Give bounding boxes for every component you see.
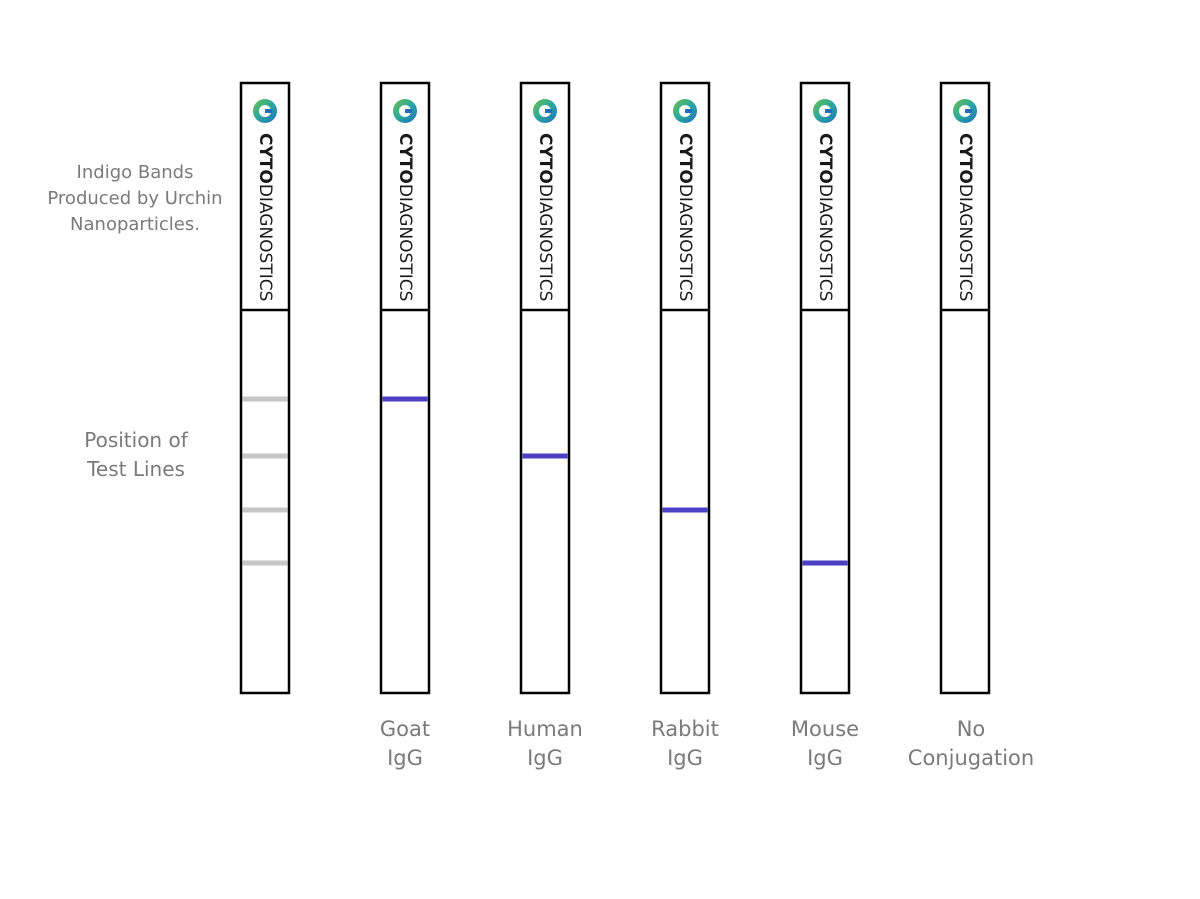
test-strip: CYTODIAGNOSTICS: [659, 81, 711, 695]
test-line: [242, 507, 288, 513]
test-line: [242, 560, 288, 566]
logo-suffix: DIAGNOSTICS: [815, 184, 835, 302]
logo-icon-cut: [545, 109, 552, 113]
test-strip: CYTODIAGNOSTICS: [379, 81, 431, 695]
strip-label: Rabbit: [651, 717, 719, 741]
test-line: [522, 453, 568, 459]
strip-label: IgG: [667, 746, 703, 770]
logo-icon-cut: [265, 109, 272, 113]
strip-label: Human: [507, 717, 583, 741]
logo-brand: CYTO: [955, 133, 975, 184]
logo-brand: CYTO: [395, 133, 415, 184]
test-line: [242, 453, 288, 459]
note-line: Indigo Bands: [77, 162, 194, 183]
logo-icon-cut: [405, 109, 412, 113]
logo-brand: CYTO: [535, 133, 555, 184]
note-line: Test Lines: [86, 457, 185, 481]
strip-body: [799, 81, 851, 695]
strip-label: IgG: [527, 746, 563, 770]
logo-brand: CYTO: [675, 133, 695, 184]
logo-brand: CYTO: [255, 133, 275, 184]
logo-brand: CYTO: [815, 133, 835, 184]
strip-label: IgG: [387, 746, 423, 770]
test-line: [802, 560, 848, 566]
test-strip: CYTODIAGNOSTICS: [519, 81, 571, 695]
strip-body: [379, 81, 431, 695]
strip-label: Goat: [380, 717, 430, 741]
strip-body: [239, 81, 291, 695]
logo-text: CYTODIAGNOSTICS: [255, 133, 275, 301]
logo-suffix: DIAGNOSTICS: [255, 184, 275, 302]
strip-body: [939, 81, 991, 695]
logo-text: CYTODIAGNOSTICS: [815, 133, 835, 301]
logo-icon-cut: [825, 109, 832, 113]
test-line: [242, 396, 288, 402]
note-line: Produced by Urchin: [47, 188, 222, 209]
logo-icon-cut: [685, 109, 692, 113]
strip-body: [659, 81, 711, 695]
note-line: Position of: [84, 428, 188, 452]
logo-text: CYTODIAGNOSTICS: [955, 133, 975, 301]
logo-suffix: DIAGNOSTICS: [955, 184, 975, 302]
logo-text: CYTODIAGNOSTICS: [535, 133, 555, 301]
strip-label: IgG: [807, 746, 843, 770]
test-strip: CYTODIAGNOSTICS: [939, 81, 991, 695]
test-strip: CYTODIAGNOSTICS: [239, 81, 291, 695]
strip-label: Mouse: [791, 717, 859, 741]
logo-icon-cut: [965, 109, 972, 113]
logo-text: CYTODIAGNOSTICS: [675, 133, 695, 301]
logo-suffix: DIAGNOSTICS: [395, 184, 415, 302]
test-line: [382, 396, 428, 402]
logo-suffix: DIAGNOSTICS: [535, 184, 555, 302]
strip-label: Conjugation: [908, 746, 1034, 770]
test-strip: CYTODIAGNOSTICS: [799, 81, 851, 695]
note-line: Nanoparticles.: [70, 214, 200, 235]
logo-text: CYTODIAGNOSTICS: [395, 133, 415, 301]
strip-body: [519, 81, 571, 695]
strip-label: No: [957, 717, 986, 741]
test-line: [662, 507, 708, 513]
logo-suffix: DIAGNOSTICS: [675, 184, 695, 302]
